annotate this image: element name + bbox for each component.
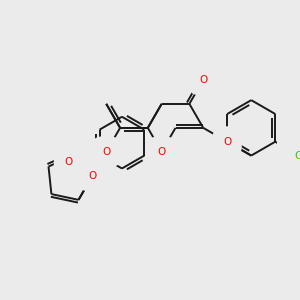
Text: O: O	[199, 75, 207, 85]
Text: O: O	[158, 147, 166, 157]
Text: Cl: Cl	[294, 151, 300, 160]
Text: O: O	[64, 157, 73, 167]
Text: O: O	[223, 137, 231, 147]
Text: O: O	[88, 171, 97, 181]
Text: O: O	[102, 147, 110, 157]
